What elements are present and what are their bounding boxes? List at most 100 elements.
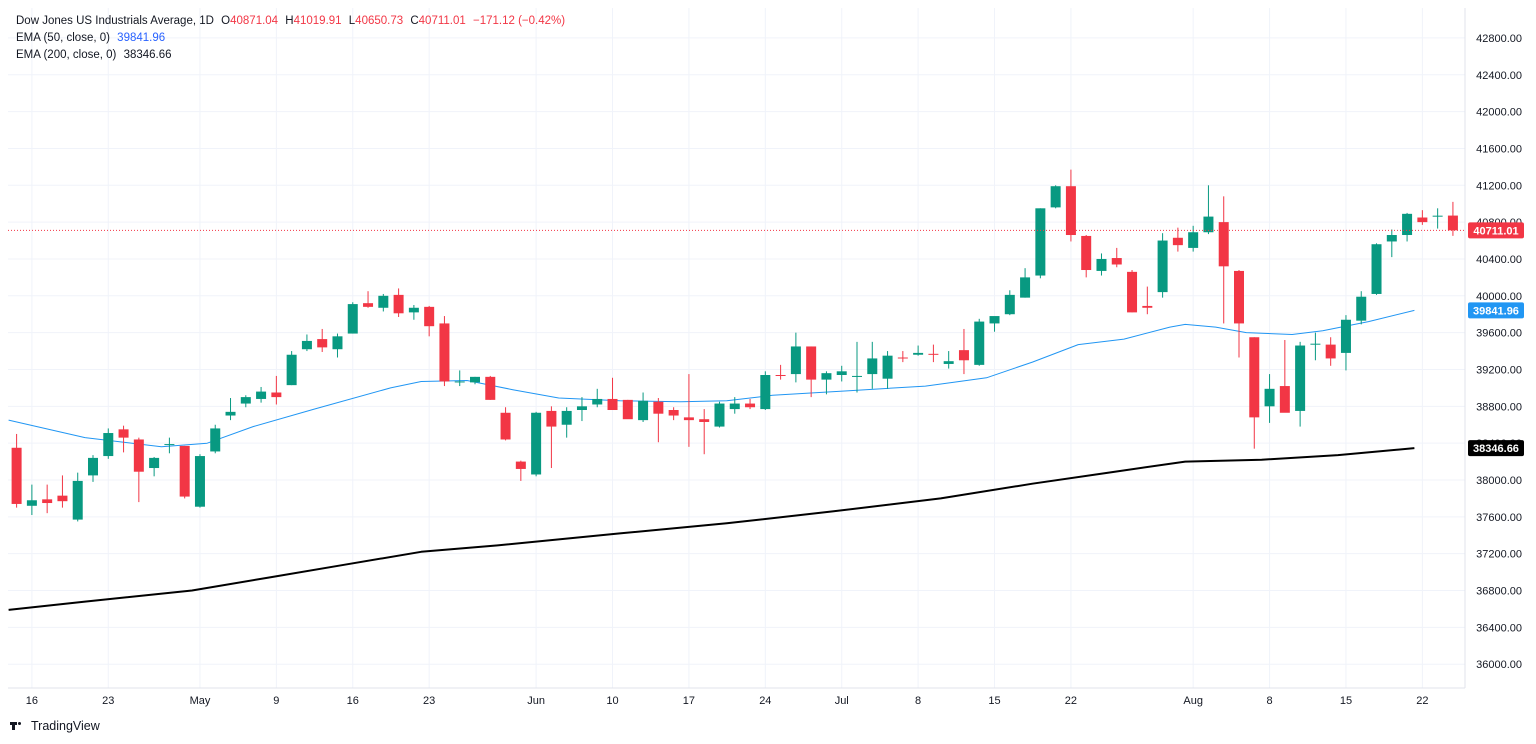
candle-body[interactable] xyxy=(745,403,756,408)
candle-body[interactable] xyxy=(958,350,969,361)
candle[interactable] xyxy=(821,371,832,395)
candle[interactable] xyxy=(714,401,725,428)
candle-body[interactable] xyxy=(943,361,954,364)
candle-body[interactable] xyxy=(622,399,633,420)
candle-body[interactable] xyxy=(1081,235,1092,271)
candle[interactable] xyxy=(118,425,129,453)
candle[interactable] xyxy=(668,407,679,421)
candle-body[interactable] xyxy=(576,406,587,411)
candle-body[interactable] xyxy=(424,306,435,327)
candle[interactable] xyxy=(1035,208,1046,279)
candle-body[interactable] xyxy=(1065,186,1076,236)
candle-body[interactable] xyxy=(1157,240,1168,293)
candle[interactable] xyxy=(546,406,557,469)
candle-body[interactable] xyxy=(1447,215,1458,231)
candle[interactable] xyxy=(790,332,801,383)
candle[interactable] xyxy=(317,328,328,352)
candle-body[interactable] xyxy=(1432,215,1443,217)
candle[interactable] xyxy=(347,302,358,334)
candle[interactable] xyxy=(622,399,633,420)
candle-body[interactable] xyxy=(668,410,679,416)
candle-body[interactable] xyxy=(1295,345,1306,411)
candle[interactable] xyxy=(1447,201,1458,236)
candle-body[interactable] xyxy=(88,457,98,476)
candle[interactable] xyxy=(11,433,22,508)
candle[interactable] xyxy=(1249,337,1260,449)
candle[interactable] xyxy=(683,374,694,447)
candle-body[interactable] xyxy=(179,445,190,497)
candle-body[interactable] xyxy=(714,403,725,427)
candle-body[interactable] xyxy=(638,400,649,421)
candle-body[interactable] xyxy=(1279,386,1290,413)
candle-body[interactable] xyxy=(546,410,557,427)
candle[interactable] xyxy=(745,398,756,410)
candle[interactable] xyxy=(1127,270,1138,313)
candle-body[interactable] xyxy=(836,371,847,376)
candle[interactable] xyxy=(974,318,985,366)
candle-body[interactable] xyxy=(454,381,465,383)
candle[interactable] xyxy=(1111,247,1122,268)
candle[interactable] xyxy=(836,365,847,382)
candle-body[interactable] xyxy=(301,340,312,350)
candle-body[interactable] xyxy=(240,397,251,404)
candles[interactable] xyxy=(11,169,1458,522)
candle-body[interactable] xyxy=(1035,208,1046,276)
candle[interactable] xyxy=(1065,169,1076,242)
candle[interactable] xyxy=(882,351,893,389)
candle[interactable] xyxy=(500,407,511,441)
candle[interactable] xyxy=(1371,243,1382,295)
candle[interactable] xyxy=(393,288,404,317)
candle-body[interactable] xyxy=(1096,258,1107,271)
candle[interactable] xyxy=(1004,290,1015,316)
candle-body[interactable] xyxy=(806,346,817,380)
candle[interactable] xyxy=(286,351,297,386)
candle-body[interactable] xyxy=(1325,344,1336,359)
candle-body[interactable] xyxy=(974,321,985,365)
candle-body[interactable] xyxy=(347,304,358,334)
candle[interactable] xyxy=(225,398,236,421)
candle[interactable] xyxy=(378,293,389,312)
candle[interactable] xyxy=(57,475,68,508)
tradingview-brand[interactable]: TradingView xyxy=(10,719,100,733)
candle-body[interactable] xyxy=(72,480,83,520)
candle-body[interactable] xyxy=(1310,343,1321,345)
candle[interactable] xyxy=(88,455,98,482)
candle[interactable] xyxy=(775,364,786,380)
candle-body[interactable] xyxy=(378,295,389,308)
candle-body[interactable] xyxy=(1340,319,1351,353)
candle[interactable] xyxy=(103,428,114,459)
price-axis[interactable]: 36000.00 36400.00 36800.00 37200.00 37600.00… xyxy=(1476,33,1522,671)
candle[interactable] xyxy=(271,375,282,405)
candle[interactable] xyxy=(1402,212,1413,242)
candle[interactable] xyxy=(958,328,969,375)
candle-body[interactable] xyxy=(271,392,282,398)
candle[interactable] xyxy=(515,460,526,481)
candle[interactable] xyxy=(1172,227,1183,252)
candle[interactable] xyxy=(897,351,908,363)
candle-body[interactable] xyxy=(729,403,740,410)
candle[interactable] xyxy=(1218,196,1229,324)
candle[interactable] xyxy=(42,484,53,514)
candle[interactable] xyxy=(133,437,144,503)
candle-body[interactable] xyxy=(531,412,542,475)
legend-ema50-row[interactable]: EMA (50, close, 0) 39841.96 xyxy=(16,30,569,47)
candle-body[interactable] xyxy=(760,375,771,410)
candle-body[interactable] xyxy=(1234,270,1244,324)
candle[interactable] xyxy=(454,370,465,387)
candle-body[interactable] xyxy=(1249,337,1260,418)
candle[interactable] xyxy=(576,397,587,422)
candle-body[interactable] xyxy=(1371,244,1382,294)
candle-body[interactable] xyxy=(1356,296,1367,321)
candle-body[interactable] xyxy=(103,433,114,457)
candle[interactable] xyxy=(470,376,480,385)
candle-body[interactable] xyxy=(515,461,526,469)
candle-body[interactable] xyxy=(1188,232,1199,248)
candle-body[interactable] xyxy=(882,355,893,379)
candle-body[interactable] xyxy=(1402,213,1413,236)
candle[interactable] xyxy=(1081,235,1092,278)
candle-body[interactable] xyxy=(363,303,374,307)
candle[interactable] xyxy=(149,456,160,477)
candle[interactable] xyxy=(1050,185,1061,209)
candle-body[interactable] xyxy=(699,419,710,422)
